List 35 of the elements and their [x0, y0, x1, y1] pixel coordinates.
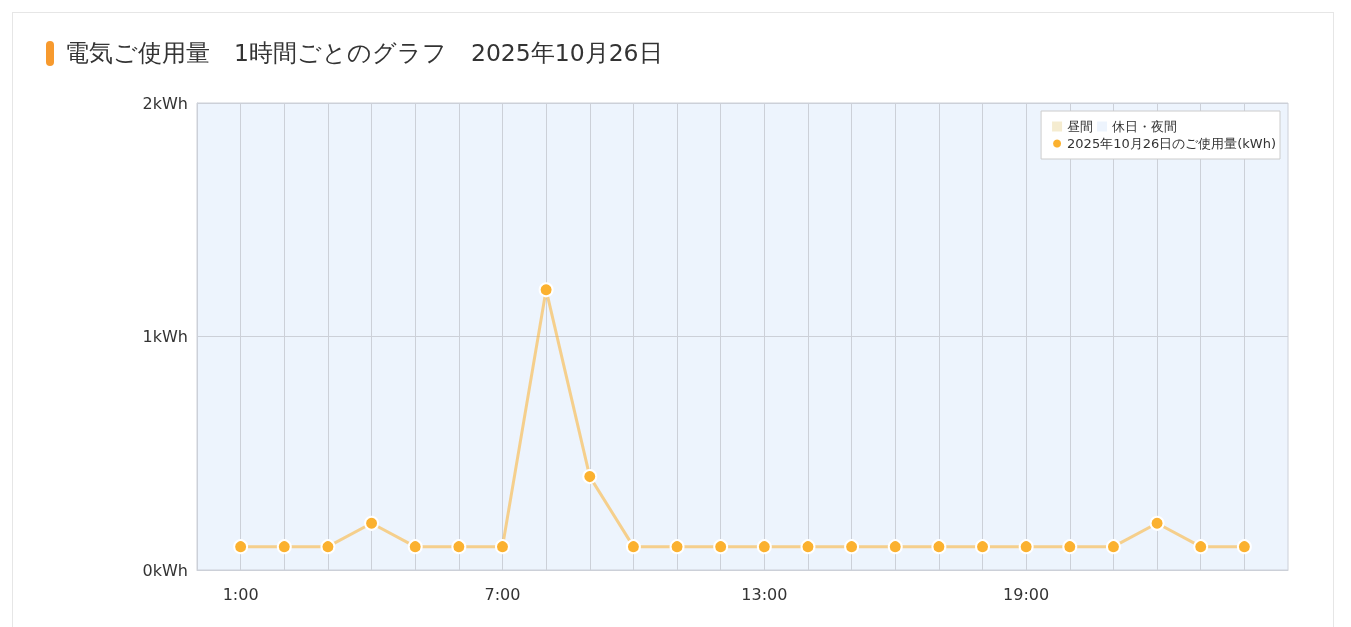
point	[233, 539, 249, 555]
point	[713, 539, 729, 555]
point	[1236, 539, 1252, 555]
point	[931, 539, 947, 555]
legend-label: 昼間	[1067, 119, 1094, 134]
point	[494, 539, 510, 555]
point	[975, 539, 991, 555]
point	[276, 539, 292, 555]
point	[364, 515, 380, 531]
point	[844, 539, 860, 555]
point	[1105, 539, 1121, 555]
x-tick-label: 1:00	[222, 584, 259, 604]
chart-title: 電気ご使用量 1時間ごとのグラフ 2025年10月26日	[65, 38, 663, 69]
band-label: 休日・夜間	[1112, 119, 1178, 134]
x-tick-label: 19:00	[1003, 584, 1050, 604]
point	[625, 539, 641, 555]
point	[582, 469, 598, 485]
point	[1018, 539, 1034, 555]
x-tick-label: 13:00	[741, 584, 788, 604]
point	[887, 539, 903, 555]
legend-label: 2025年10月26日のご使用量(kWh)	[1067, 136, 1276, 151]
point	[451, 539, 467, 555]
point	[669, 539, 685, 555]
point	[407, 539, 423, 555]
x-tick-label: 7:00	[484, 584, 521, 604]
point	[756, 539, 772, 555]
point	[1193, 539, 1209, 555]
point	[1062, 539, 1078, 555]
point	[800, 539, 816, 555]
y-tick-label: 2kWh	[142, 93, 188, 113]
point	[1149, 515, 1165, 531]
point	[538, 282, 554, 298]
y-tick-label: 0kWh	[142, 560, 188, 580]
y-tick-label: 1kWh	[142, 327, 188, 346]
point	[320, 539, 336, 555]
